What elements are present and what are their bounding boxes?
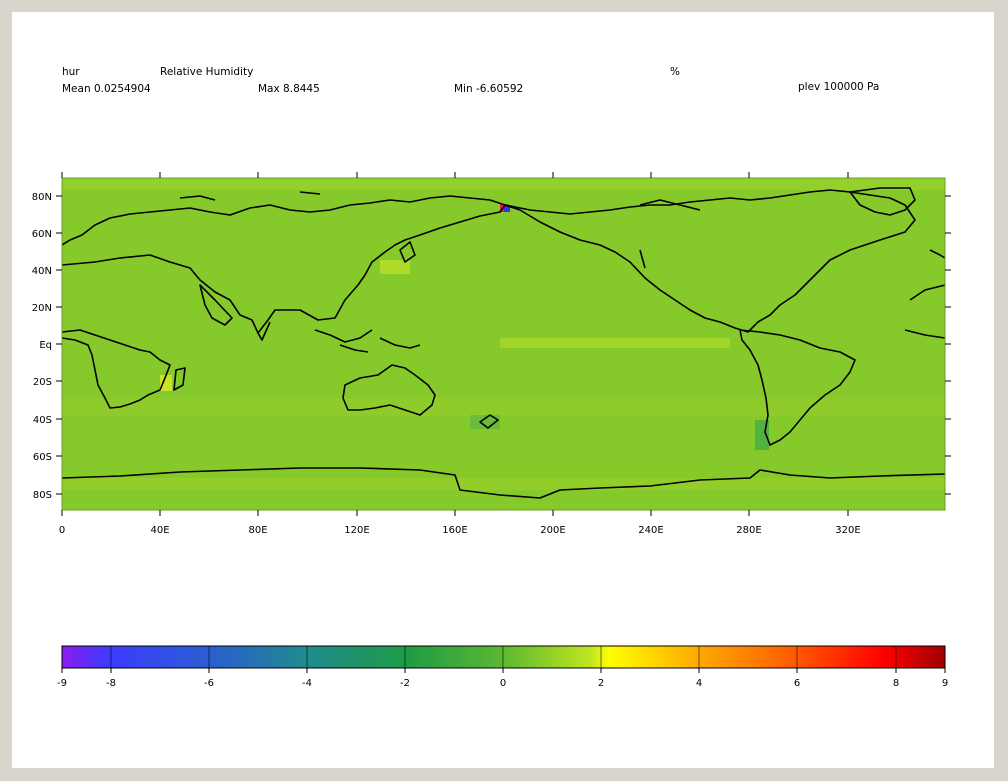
pressure-level: plev 100000 Pa bbox=[798, 81, 879, 93]
lon-label: 0 bbox=[59, 525, 65, 536]
colorbar-label: -2 bbox=[400, 678, 410, 689]
variable-long-name: Relative Humidity bbox=[160, 66, 253, 78]
lat-label: 60N bbox=[32, 229, 52, 240]
axis-ticks bbox=[56, 172, 951, 516]
colorbar: -9 -8 -6 -4 -2 0 2 4 6 8 9 bbox=[57, 645, 948, 689]
lat-label: 40S bbox=[33, 415, 52, 426]
lon-label: 240E bbox=[638, 525, 663, 536]
lat-label: 60S bbox=[33, 452, 52, 463]
stat-max: Max 8.8445 bbox=[258, 83, 320, 95]
colorbar-label: -4 bbox=[302, 678, 312, 689]
lon-label: 40E bbox=[150, 525, 169, 536]
latitude-labels: 80N 60N 40N 20N Eq 20S 40S 60S 80S bbox=[32, 192, 52, 501]
lat-label: 80N bbox=[32, 192, 52, 203]
humidity-field bbox=[62, 178, 945, 510]
colorbar-label: 8 bbox=[893, 678, 899, 689]
colorbar-label: -6 bbox=[204, 678, 214, 689]
variable-name: hur bbox=[62, 66, 80, 78]
lat-label: 40N bbox=[32, 266, 52, 277]
colorbar-ticks bbox=[61, 668, 946, 673]
variable-units: % bbox=[670, 66, 680, 78]
lon-label: 280E bbox=[736, 525, 761, 536]
coastlines bbox=[62, 187, 945, 499]
colorbar-label: 6 bbox=[794, 678, 800, 689]
colorbar-dividers bbox=[110, 646, 897, 668]
lat-label: 20S bbox=[33, 377, 52, 388]
lon-label: 200E bbox=[540, 525, 565, 536]
lat-label: 80S bbox=[33, 490, 52, 501]
lat-label: 20N bbox=[32, 303, 52, 314]
lon-label: 80E bbox=[248, 525, 267, 536]
colorbar-label: 0 bbox=[500, 678, 506, 689]
longitude-labels: 0 40E 80E 120E 160E 200E 240E 280E 320E bbox=[59, 525, 861, 536]
lon-label: 160E bbox=[442, 525, 467, 536]
colorbar-label: 4 bbox=[696, 678, 702, 689]
lon-label: 320E bbox=[835, 525, 860, 536]
colorbar-label: -8 bbox=[106, 678, 116, 689]
stat-mean: Mean 0.0254904 bbox=[62, 83, 151, 95]
colorbar-label: -9 bbox=[57, 678, 67, 689]
colorbar-label: 2 bbox=[598, 678, 604, 689]
colorbar-label: 9 bbox=[942, 678, 948, 689]
lon-label: 120E bbox=[344, 525, 369, 536]
stat-min: Min -6.60592 bbox=[454, 83, 523, 95]
lat-label: Eq bbox=[39, 340, 52, 351]
